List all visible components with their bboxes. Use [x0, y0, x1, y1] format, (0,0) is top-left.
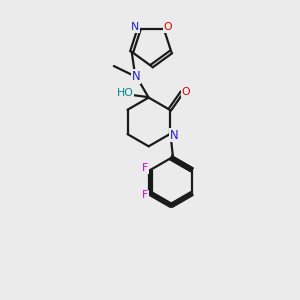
- Text: N: N: [131, 70, 140, 83]
- Text: O: O: [182, 87, 190, 97]
- Text: N: N: [131, 22, 139, 32]
- Text: F: F: [142, 190, 148, 200]
- Text: N: N: [170, 128, 179, 142]
- Text: F: F: [142, 163, 148, 173]
- Text: O: O: [164, 22, 172, 32]
- Text: HO: HO: [116, 88, 133, 98]
